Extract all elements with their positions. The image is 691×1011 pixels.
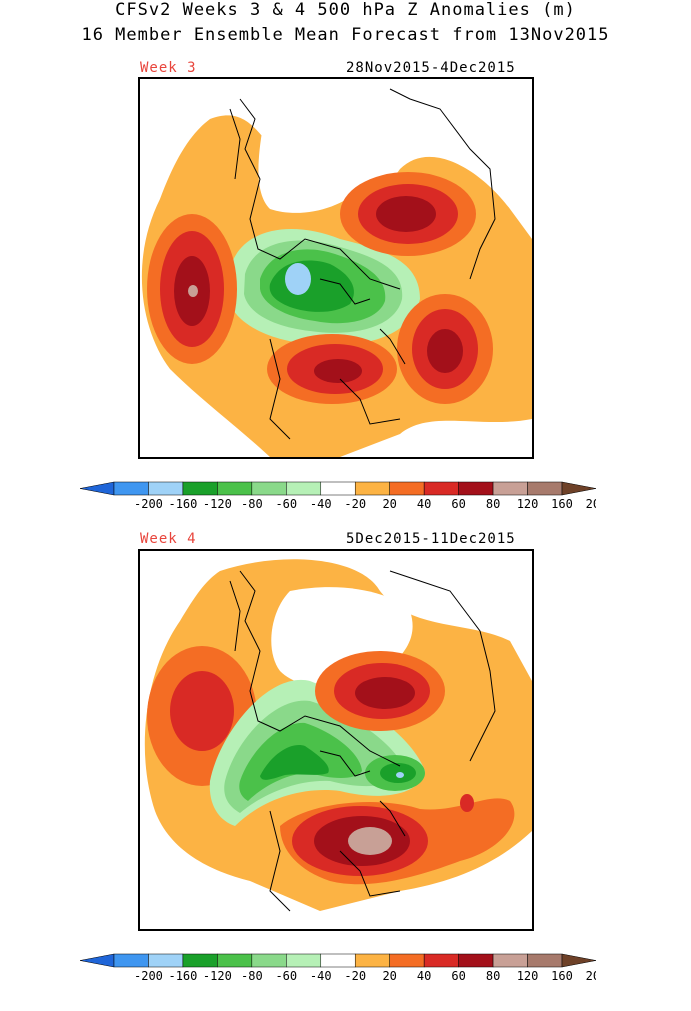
week4-colorbar-tick-label: 20 bbox=[382, 969, 396, 983]
week4-green-low-core bbox=[260, 745, 329, 780]
week3-colorbar-box bbox=[458, 481, 494, 496]
week4-colorbar-tick-label: 200 bbox=[586, 969, 596, 983]
week3-colorbar-tick-label: -20 bbox=[344, 497, 366, 511]
week4-colorbar-box bbox=[492, 953, 528, 968]
week3-map bbox=[138, 77, 534, 459]
week4-blue-core bbox=[396, 772, 404, 778]
week3-map-svg bbox=[141, 79, 532, 457]
week4-colorbar-tick-label: -80 bbox=[241, 969, 263, 983]
week4-colorbar-tick-label: -20 bbox=[344, 969, 366, 983]
week4-colorbar-box bbox=[113, 953, 149, 968]
week4-map bbox=[138, 549, 534, 931]
week3-colorbar-box bbox=[251, 481, 287, 496]
week4-colorbar-box bbox=[320, 953, 356, 968]
week4-colorbar-box bbox=[182, 953, 218, 968]
week4-colorbar-box bbox=[251, 953, 287, 968]
week4-colorbar-tick-label: 120 bbox=[517, 969, 539, 983]
week3-colorbar-box bbox=[320, 481, 356, 496]
week4-colorbar-box bbox=[354, 953, 390, 968]
week3-colorbar-box bbox=[182, 481, 218, 496]
chart-title-line2: 16 Member Ensemble Mean Forecast from 13… bbox=[81, 25, 610, 45]
week3-colorbar-tick-label: -80 bbox=[241, 497, 263, 511]
week4-colorbar-box bbox=[423, 953, 459, 968]
week3-colorbar-tick-label: -160 bbox=[168, 497, 197, 511]
chart-title-line1: CFSv2 Weeks 3 & 4 500 hPa Z Anomalies (m… bbox=[115, 0, 576, 20]
week3-colorbar-box bbox=[354, 481, 390, 496]
week3-colorbar-tick-label: -200 bbox=[134, 497, 163, 511]
week4-colorbar-box bbox=[148, 953, 184, 968]
week3-colorbar-box bbox=[423, 481, 459, 496]
week3-colorbar-tick-label: 40 bbox=[417, 497, 431, 511]
week3-e-high-inner bbox=[427, 329, 463, 373]
week3-colorbar-max-triangle bbox=[561, 481, 596, 496]
week4-west-high-inner bbox=[170, 671, 234, 751]
week3-coastline bbox=[229, 88, 496, 440]
week4-coastline bbox=[229, 570, 496, 912]
week3-colorbar-tick-label: 20 bbox=[382, 497, 396, 511]
week4-s-high-core bbox=[348, 827, 392, 855]
week3-colorbar-tick-label: -60 bbox=[275, 497, 297, 511]
week3-ne-high-inner bbox=[376, 196, 436, 232]
week3-west-high-core bbox=[188, 285, 198, 297]
week4-colorbar-min-triangle bbox=[80, 953, 115, 968]
week4-date-range: 5Dec2015-11Dec2015 bbox=[346, 531, 516, 547]
week4-colorbar-tick-label: -60 bbox=[275, 969, 297, 983]
week4-colorbar-tick-label: -200 bbox=[134, 969, 163, 983]
week4-colorbar-svg: -200 -160 -120 -80 -60 -40 -20 20 40 60 80 120 160 20… bbox=[80, 953, 596, 983]
week3-colorbar-tick-label: 160 bbox=[551, 497, 573, 511]
week4-map-svg bbox=[144, 559, 532, 912]
week4-colorbar-tick-label: 80 bbox=[486, 969, 500, 983]
week3-s-high-inner bbox=[314, 359, 362, 383]
week4-colorbar: -200 -160 -120 -80 -60 -40 -20 20 40 60 80 120 160 20… bbox=[80, 951, 596, 985]
week3-colorbar-tick-label: 60 bbox=[451, 497, 465, 511]
week4-colorbar-box bbox=[458, 953, 494, 968]
week3-colorbar-tick-label: 120 bbox=[517, 497, 539, 511]
week4-colorbar-tick-label: 60 bbox=[451, 969, 465, 983]
week3-blue-core bbox=[285, 263, 311, 295]
week3-colorbar-tick-label: -120 bbox=[203, 497, 232, 511]
week3-colorbar-box bbox=[527, 481, 563, 496]
week3-colorbar-tick-label: -40 bbox=[310, 497, 332, 511]
week4-ne-high-inner bbox=[355, 677, 415, 709]
week3-label: Week 3 bbox=[140, 60, 197, 76]
week3-colorbar-box bbox=[492, 481, 528, 496]
week3-colorbar-box bbox=[113, 481, 149, 496]
week3-colorbar-box bbox=[286, 481, 322, 496]
week4-colorbar-tick-label: 40 bbox=[417, 969, 431, 983]
week4-colorbar-box bbox=[286, 953, 322, 968]
week4-colorbar-tick-label: -160 bbox=[168, 969, 197, 983]
week3-neutral-core bbox=[258, 79, 440, 213]
week4-colorbar-tick-label: -40 bbox=[310, 969, 332, 983]
week4-colorbar-box bbox=[217, 953, 253, 968]
week3-colorbar-box bbox=[148, 481, 184, 496]
week4-colorbar-tick-label: -120 bbox=[203, 969, 232, 983]
week3-colorbar-box bbox=[389, 481, 425, 496]
week3-colorbar-tick-label: 80 bbox=[486, 497, 500, 511]
week3-date-range: 28Nov2015-4Dec2015 bbox=[346, 60, 516, 76]
week4-e-high-small bbox=[460, 794, 474, 812]
week4-label: Week 4 bbox=[140, 531, 197, 547]
week4-colorbar-box bbox=[527, 953, 563, 968]
week3-colorbar-tick-label: 200 bbox=[586, 497, 596, 511]
week3-colorbar-svg: -200 -160 -120 -80 -60 -40 -20 20 40 60 80 120 160 20… bbox=[80, 481, 596, 511]
week3-colorbar-box bbox=[217, 481, 253, 496]
week4-colorbar-box bbox=[389, 953, 425, 968]
week4-colorbar-tick-label: 160 bbox=[551, 969, 573, 983]
week4-colorbar-max-triangle bbox=[561, 953, 596, 968]
week3-colorbar: -200 -160 -120 -80 -60 -40 -20 20 40 60 80 120 160 20… bbox=[80, 479, 596, 513]
week3-colorbar-min-triangle bbox=[80, 481, 115, 496]
